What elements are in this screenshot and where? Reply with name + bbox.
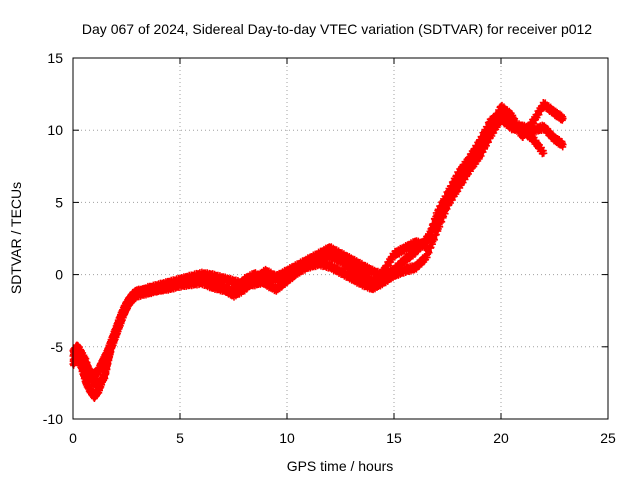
x-tick-label: 5 [176,430,184,446]
x-tick-label: 15 [386,430,402,446]
axis-ticks: 0 5 10 15 20 25 -10 -5 0 5 10 15 [43,50,616,446]
x-axis-label: GPS time / hours [287,458,394,474]
x-tick-label: 20 [493,430,509,446]
data-track-1 [69,99,567,402]
y-tick-label: 10 [47,122,63,138]
x-tick-label: 10 [279,430,295,446]
data-series [69,99,567,402]
data-track-3 [69,106,567,390]
grid-lines [73,58,608,419]
y-tick-label: 0 [55,267,63,283]
y-tick-label: -10 [43,411,63,427]
plot-frame [72,57,609,420]
y-tick-label: 5 [55,194,63,210]
chart-title: Day 067 of 2024, Sidereal Day-to-day VTE… [82,21,592,37]
x-tick-label: 25 [600,430,616,446]
data-point-markers [69,106,567,390]
y-tick-label: -5 [51,339,64,355]
y-axis-label: SDTVAR / TECUs [8,182,24,294]
x-tick-label: 0 [69,430,77,446]
data-point-markers [69,99,567,402]
y-tick-label: 15 [47,50,63,66]
